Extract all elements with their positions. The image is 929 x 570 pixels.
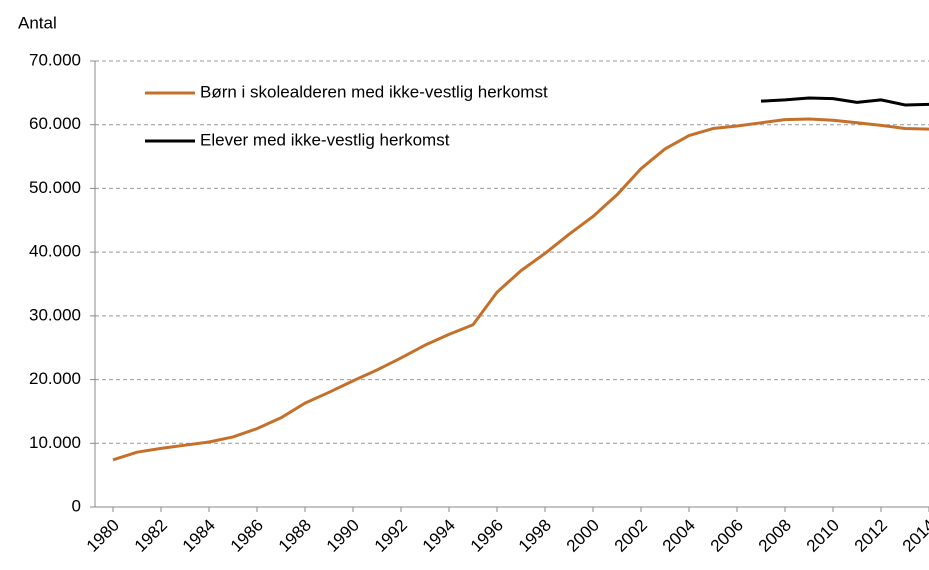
y-tick-label: 30.000 bbox=[29, 305, 81, 324]
x-tick-label: 1986 bbox=[227, 516, 267, 556]
x-tick-label: 2002 bbox=[611, 516, 651, 556]
x-tick-label: 1998 bbox=[515, 516, 555, 556]
y-axis-label: Antal bbox=[18, 13, 57, 32]
y-tick-label: 60.000 bbox=[29, 114, 81, 133]
x-tick-label: 2008 bbox=[755, 516, 795, 556]
x-tick-label: 2014 bbox=[899, 516, 929, 556]
x-tick-label: 2012 bbox=[851, 516, 891, 556]
x-tick-label: 2004 bbox=[659, 516, 699, 556]
x-tick-label: 1990 bbox=[323, 516, 363, 556]
series-line bbox=[760, 96, 929, 107]
x-tick-label: 1982 bbox=[131, 516, 171, 556]
x-tick-label: 2010 bbox=[803, 516, 843, 556]
legend-label: Elever med ikke-vestlig herkomst bbox=[200, 130, 450, 149]
x-tick-label: 1992 bbox=[371, 516, 411, 556]
y-tick-label: 70.000 bbox=[29, 50, 81, 69]
x-tick-label: 2006 bbox=[707, 516, 747, 556]
y-tick-label: 20.000 bbox=[29, 369, 81, 388]
y-tick-label: 0 bbox=[72, 496, 81, 515]
x-tick-label: 1980 bbox=[83, 516, 123, 556]
x-tick-label: 1996 bbox=[467, 516, 507, 556]
legend-label: Børn i skolealderen med ikke-vestlig her… bbox=[200, 82, 548, 101]
x-tick-label: 1994 bbox=[419, 516, 459, 556]
x-tick-label: 1984 bbox=[179, 516, 219, 556]
y-tick-label: 40.000 bbox=[29, 242, 81, 261]
y-tick-label: 10.000 bbox=[29, 433, 81, 452]
x-tick-label: 2000 bbox=[563, 516, 603, 556]
x-tick-label: 1988 bbox=[275, 516, 315, 556]
series-line bbox=[112, 117, 929, 462]
y-tick-label: 50.000 bbox=[29, 178, 81, 197]
